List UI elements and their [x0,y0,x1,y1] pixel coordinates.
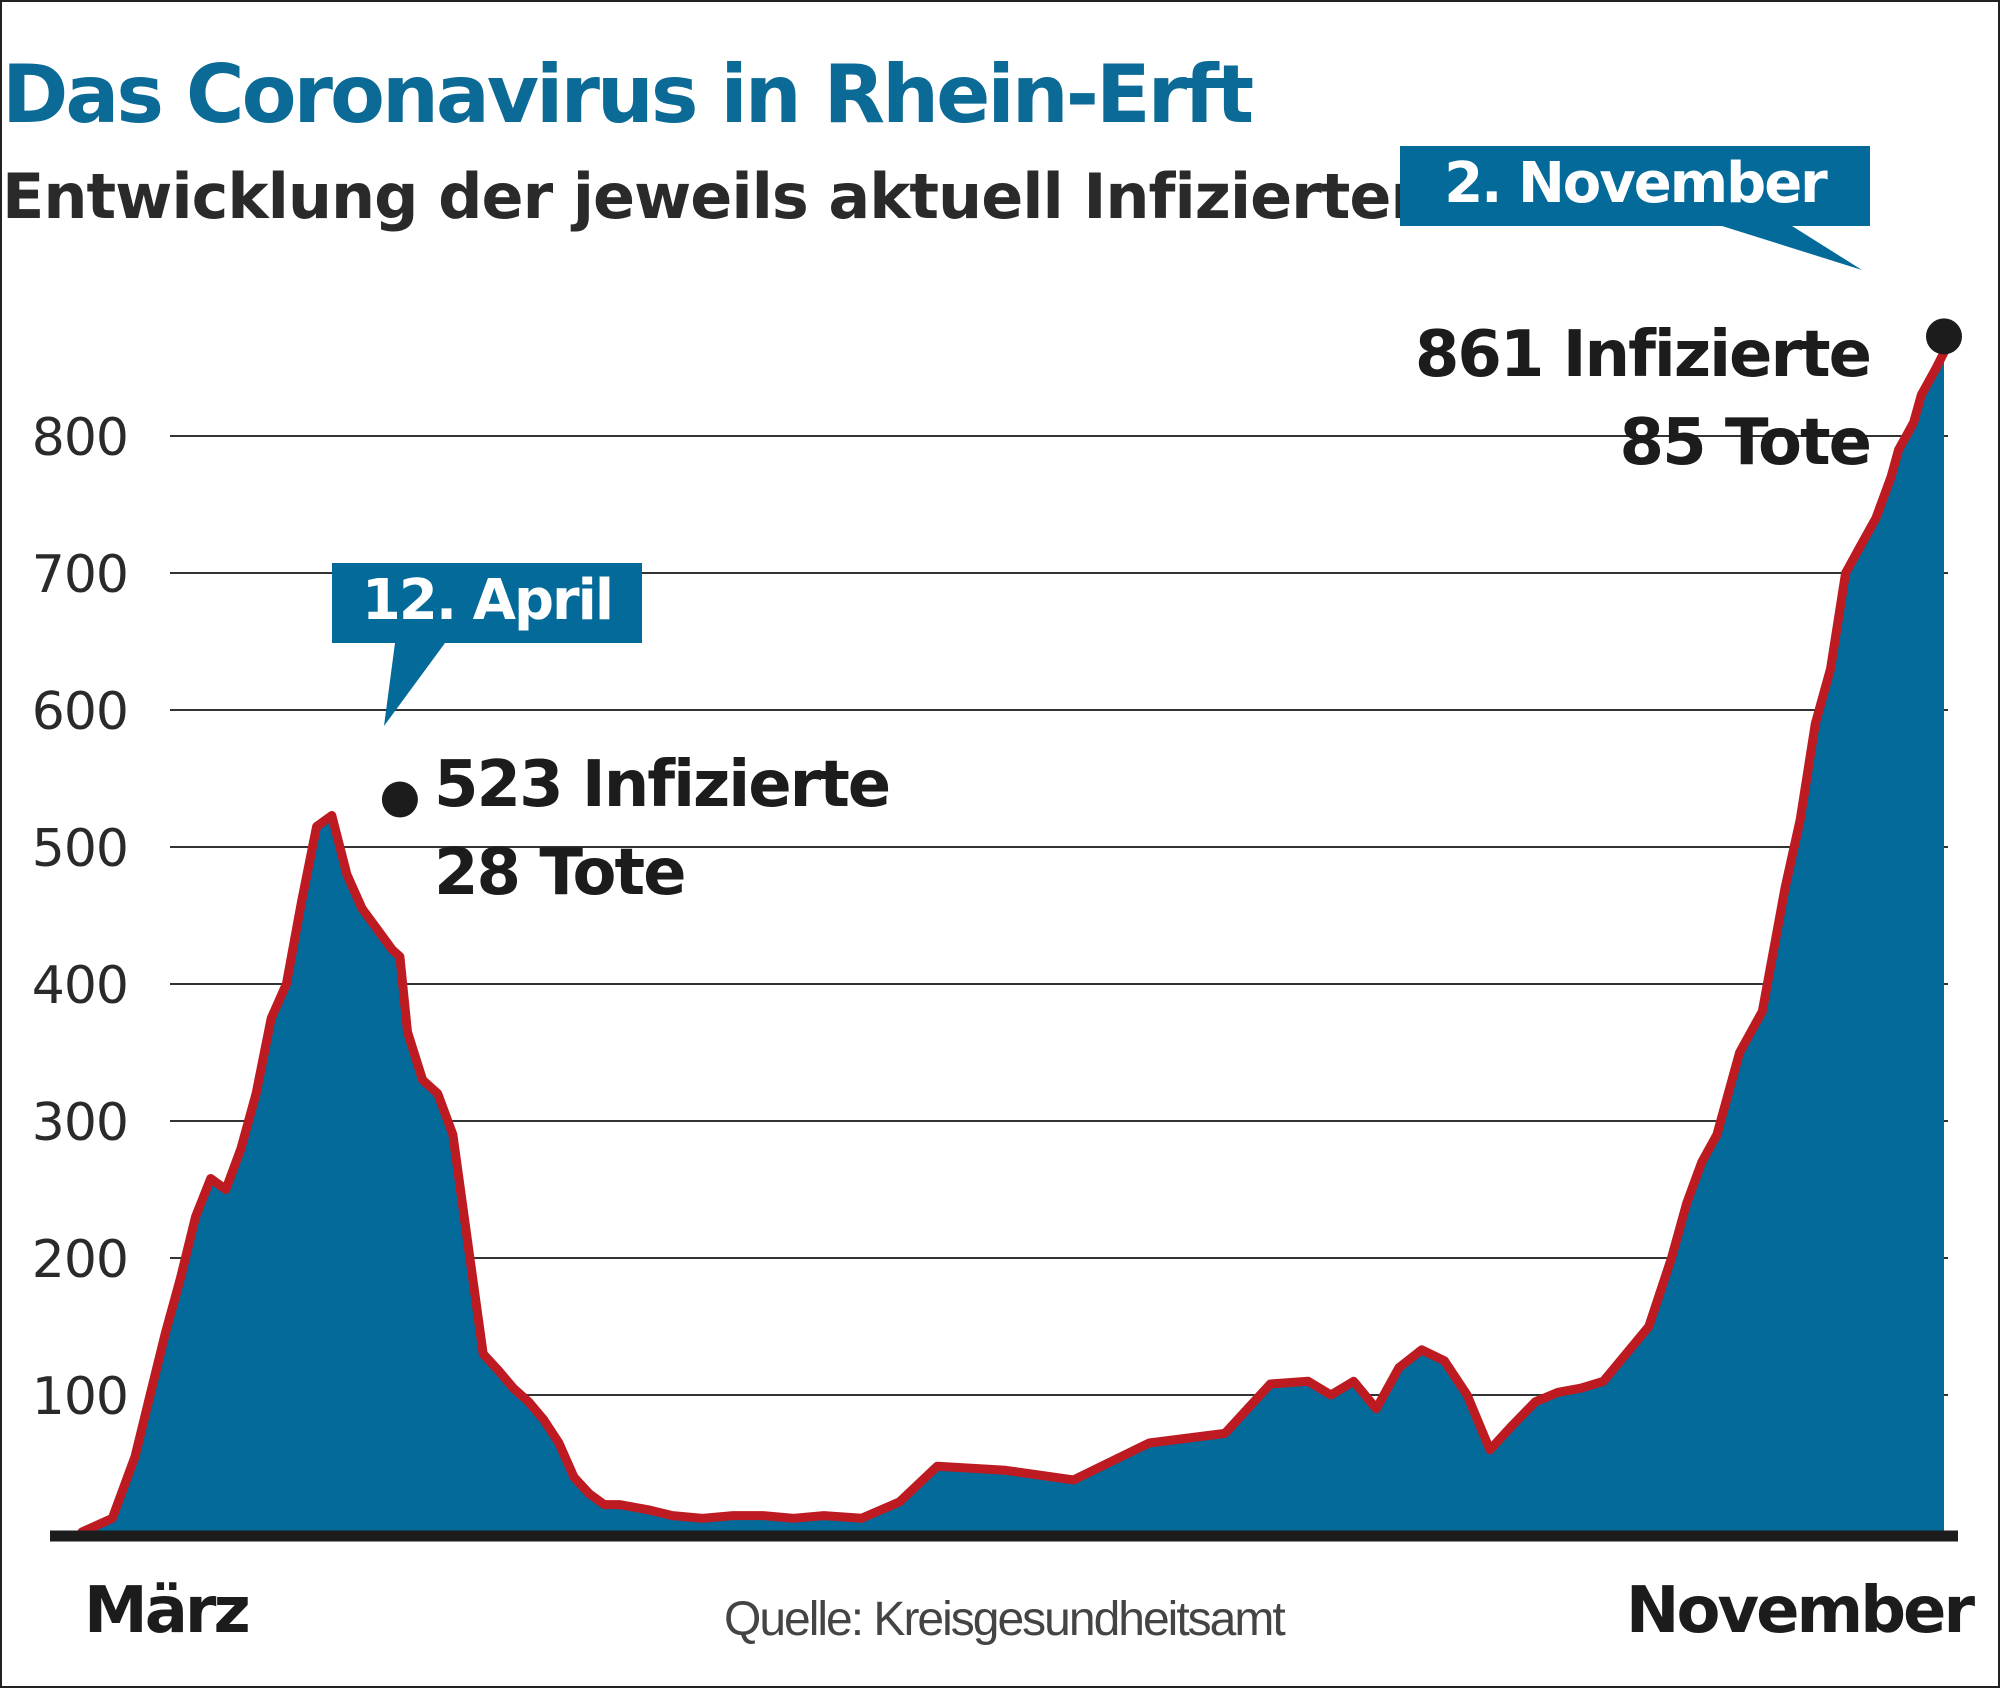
source-note: Quelle: Kreisgesundheitsamt [724,1593,1286,1646]
peak-marker [1926,318,1962,355]
annotation-deaths-label: 28 Tote [434,836,684,910]
y-tick-label-600: 600 [32,682,128,742]
x-tick-label-end: November [1626,1574,1976,1648]
y-tick-label-300: 300 [32,1093,128,1153]
y-tick-label-800: 800 [32,408,128,468]
callout-date-label: 2. November [1444,151,1828,216]
y-tick-label-400: 400 [32,956,128,1016]
series-area [82,352,1944,1532]
callout-date-label: 12. April [362,568,612,633]
callout-pointer [1722,226,1862,270]
chart-title: Das Coronavirus in Rhein-Erft [2,48,1254,141]
x-axis-tick-labels: März November [84,1574,1978,1648]
y-tick-label-200: 200 [32,1230,128,1290]
chart-subtitle: Entwicklung der jeweils aktuell Infizier… [2,160,1435,233]
annotation-infected-label: 861 Infizierte [1415,318,1870,392]
series-layer [77,347,1949,1537]
x-tick-label-start: März [84,1574,248,1648]
annotation-layer: 12. April 523 Infizierte 28 Tote 2. Novembe… [332,146,1962,910]
callout-pointer [384,643,445,726]
y-tick-label-700: 700 [32,545,128,605]
y-tick-label-100: 100 [32,1367,128,1427]
y-axis-tick-labels: 100 200 300 400 500 600 700 800 [32,408,129,1427]
annotation-deaths-label: 85 Tote [1620,406,1870,480]
callout-box [332,563,642,643]
annotation-2: 2. November 861 Infizierte 85 Tote [1400,146,1962,480]
callout-box [1400,146,1870,226]
series-line [77,347,1949,1537]
y-tick-label-500: 500 [32,819,128,879]
annotation-infected-label: 523 Infizierte [434,748,889,822]
peak-marker [381,781,418,818]
annotation-1: 12. April 523 Infizierte 28 Tote [332,563,891,910]
